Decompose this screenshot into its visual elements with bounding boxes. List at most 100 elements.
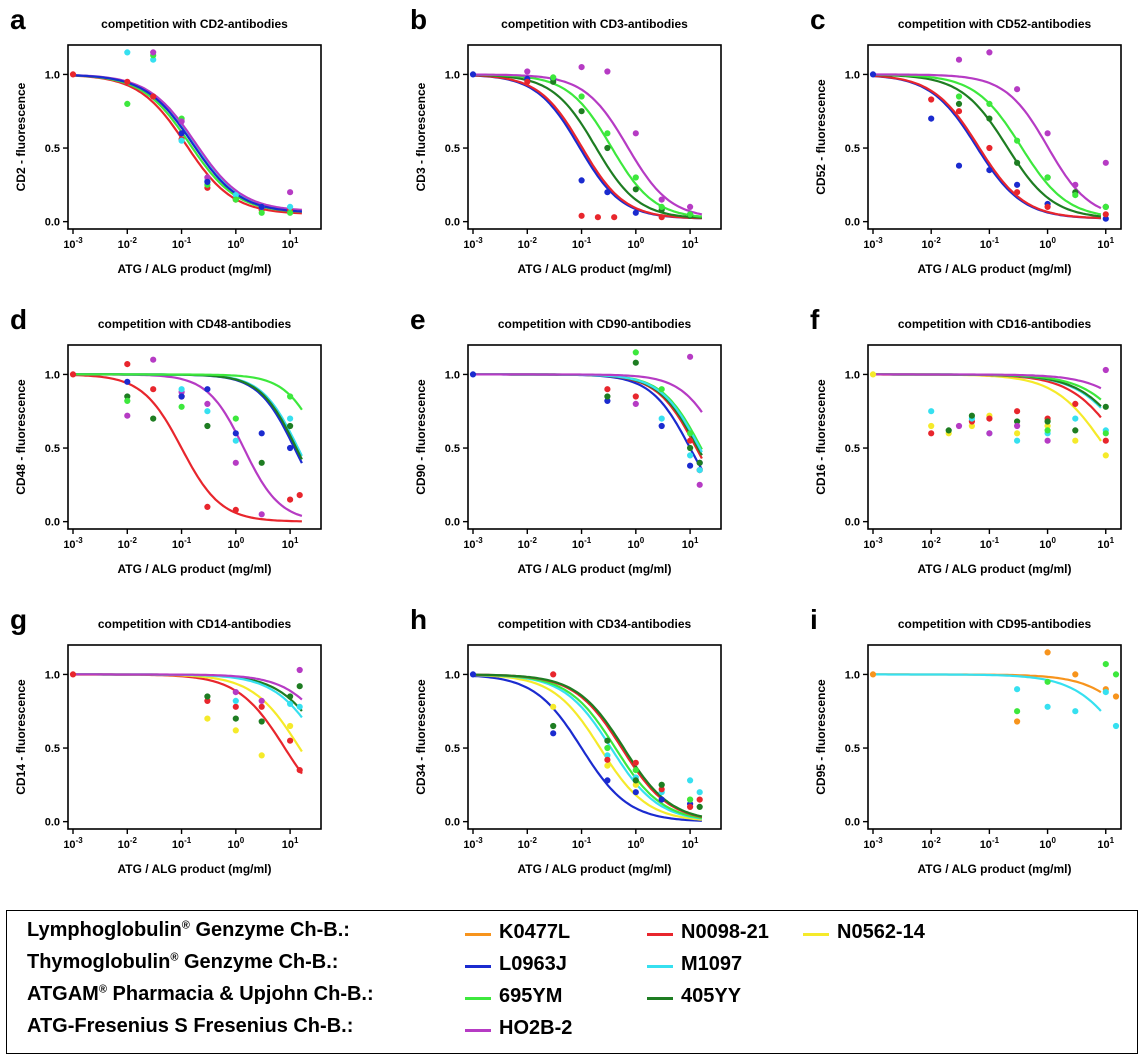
data-point-405yy [632,777,639,784]
fit-curve-n0098-21 [473,373,703,460]
x-tick-label: 101 [682,536,699,551]
y-tick-label: 1.0 [445,669,460,681]
data-point-n0098-21 [1102,211,1109,218]
x-tick-label: 10-1 [172,536,192,551]
plot-frame [867,644,1122,830]
fit-curve-405yy [73,373,303,460]
y-tick-label: 1.0 [45,369,60,381]
legend: Lymphoglobulin® Genzyme Ch-B.: K0477L N0… [6,910,1138,1054]
x-axis-label: ATG / ALG product (mg/ml) [518,262,672,276]
data-point-m1097 [928,408,935,415]
data-point-ho2b-2 [124,412,131,419]
data-point-l0963j [258,203,265,210]
x-tick-label: 101 [282,236,299,251]
plot-frame [867,344,1122,530]
data-point-695ym [1112,671,1120,678]
data-point-405yy [687,444,694,452]
panel-letter: d [10,304,27,335]
fit-curve-695ym [873,73,1102,216]
x-tick-label: 100 [1039,236,1056,251]
data-point-m1097 [296,703,303,710]
data-point-l0963j [469,371,477,378]
data-point-m1097 [1072,415,1079,422]
legend-swatch [465,933,491,936]
data-point-405yy [968,412,976,419]
x-tick-label: 10-2 [518,836,538,851]
data-point-405yy [604,144,611,152]
data-point-695ym [1014,708,1021,715]
y-axis-label: CD34 - fluorescence [414,679,428,795]
x-tick-label: 10-3 [463,836,483,851]
data-point-695ym [604,130,611,137]
data-point-n0098-21 [611,214,618,221]
fit-curve-m1097 [73,373,303,457]
data-point-695ym [986,100,993,108]
y-tick-label: 0.0 [845,217,860,229]
data-point-695ym [687,430,694,437]
x-tick-label: 101 [682,236,699,251]
legend-swatch [647,933,673,936]
data-point-n0098-21 [986,415,993,422]
x-tick-label: 10-3 [463,536,483,551]
data-point-n0098-21 [287,737,294,744]
panel-title: competition with CD3-antibodies [501,17,688,31]
data-point-n0098-21 [1014,408,1021,415]
data-point-l0963j [258,430,265,437]
data-point-m1097 [178,386,185,393]
data-point-405yy [658,781,665,788]
data-point-405yy [1072,427,1079,434]
fit-curve-n0098-21 [73,673,303,775]
x-tick-label: 100 [1039,836,1056,851]
data-point-405yy [986,115,993,122]
x-tick-label: 10-2 [118,836,138,851]
data-point-n0098-21 [204,503,211,510]
panel-letter: g [10,604,27,635]
data-point-n0098-21 [632,393,639,400]
y-tick-label: 1.0 [445,69,460,81]
data-point-405yy [232,715,239,722]
panel-letter: i [810,604,818,635]
data-point-l0963j [928,115,935,122]
data-point-n0098-21 [1102,437,1109,444]
data-point-n0098-21 [604,756,611,763]
data-point-ho2b-2 [296,666,303,674]
data-point-n0098-21 [696,796,703,803]
data-point-405yy [604,737,611,744]
data-point-n0562-14 [869,371,877,378]
x-axis-label: ATG / ALG product (mg/ml) [918,862,1072,876]
data-point-695ym [124,397,131,404]
data-point-n0562-14 [204,715,211,722]
data-point-n0098-21 [604,386,611,393]
fit-curve-695ym [72,74,302,213]
plot-frame [867,44,1122,230]
panel-title: competition with CD16-antibodies [898,317,1092,331]
x-tick-label: 10-3 [863,236,883,251]
y-tick-label: 1.0 [845,69,860,81]
data-point-l0963j [578,177,585,184]
data-point-n0562-14 [604,762,611,769]
legend-lot-name: HO2B-2 [499,1017,573,1039]
x-tick-label: 101 [1097,836,1114,851]
y-tick-label: 0.0 [445,517,460,529]
x-tick-label: 10-3 [63,236,83,251]
data-point-405yy [632,186,639,193]
data-point-695ym [1044,678,1051,685]
data-point-695ym [1044,174,1051,181]
data-point-n0562-14 [1072,437,1079,444]
data-point-n0098-21 [69,371,77,378]
legend-label: Lymphoglobulin® Genzyme Ch-B.: [27,919,350,941]
data-point-m1097 [178,137,185,144]
x-tick-label: 10-2 [922,236,942,251]
data-point-695ym [1044,427,1051,434]
data-point-695ym [287,393,294,400]
data-point-695ym [1014,137,1021,144]
data-point-m1097 [658,415,665,422]
data-point-n0562-14 [1014,430,1021,437]
legend-swatch [465,965,491,968]
x-tick-label: 10-3 [63,836,83,851]
y-tick-label: 0.0 [45,517,60,529]
data-point-ho2b-2 [1044,130,1051,137]
data-point-n0098-21 [632,759,639,766]
fit-curve-n0098-21 [72,74,302,215]
data-point-ho2b-2 [1014,422,1021,430]
